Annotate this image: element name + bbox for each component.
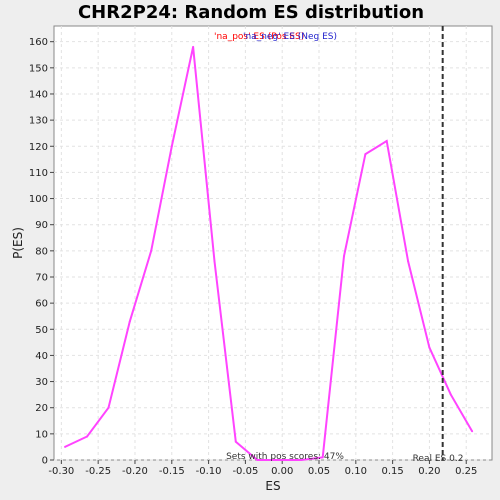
y-tick-label: 120 bbox=[29, 142, 48, 153]
y-tick-label: 110 bbox=[29, 168, 48, 179]
grid bbox=[54, 26, 492, 461]
y-tick-label: 160 bbox=[29, 37, 48, 48]
y-tick-label: 130 bbox=[29, 116, 48, 127]
x-axis-label: ES bbox=[265, 479, 280, 493]
data-point bbox=[343, 255, 346, 258]
data-point bbox=[86, 435, 89, 438]
x-tick-label: -0.05 bbox=[232, 466, 258, 477]
y-axis-label: P(ES) bbox=[11, 227, 25, 259]
y-tick-label: 70 bbox=[35, 272, 48, 283]
x-tick-label: 0.15 bbox=[381, 466, 403, 477]
data-point bbox=[107, 406, 110, 409]
x-tick-label: -0.10 bbox=[196, 466, 222, 477]
legend-neg-entry: 'na_neg' ES (Neg ES) bbox=[243, 32, 337, 42]
data-point bbox=[256, 459, 259, 461]
y-tick-label: 20 bbox=[35, 403, 48, 414]
x-tick-label: -0.15 bbox=[159, 466, 185, 477]
footnote-text: Sets with pos scores: 47% bbox=[226, 452, 344, 462]
data-point bbox=[64, 445, 67, 448]
data-point bbox=[428, 346, 431, 349]
data-point bbox=[407, 260, 410, 263]
y-tick-label: 40 bbox=[35, 351, 48, 362]
y-tick-label: 80 bbox=[35, 246, 48, 257]
axes: 0 10 20 30 40 50 60 70 80 90 100 110 120 130 140 150 160… bbox=[29, 37, 477, 477]
y-tick-label: 30 bbox=[35, 377, 48, 388]
y-tick-label: 50 bbox=[35, 325, 48, 336]
data-point bbox=[192, 45, 195, 48]
y-tick-label: 100 bbox=[29, 194, 48, 205]
y-tick-label: 10 bbox=[35, 429, 48, 440]
data-point bbox=[234, 440, 237, 443]
data-point bbox=[300, 459, 303, 461]
plot-area bbox=[53, 25, 493, 461]
x-tick-label: 0.10 bbox=[345, 466, 367, 477]
y-tick-label: 90 bbox=[35, 220, 48, 231]
legend-pos-entry: 'na_pos' ES (Pos ES) bbox=[214, 32, 304, 42]
x-tick-label: 0.20 bbox=[418, 466, 440, 477]
real-es-label: Real ES 0.2 bbox=[413, 454, 464, 464]
chart-title: CHR2P24: Random ES distribution bbox=[78, 2, 424, 23]
data-point bbox=[150, 249, 153, 252]
data-point bbox=[471, 430, 474, 433]
data-point bbox=[213, 260, 216, 263]
x-tick-label: -0.25 bbox=[85, 466, 111, 477]
data-point bbox=[281, 459, 284, 461]
data-point bbox=[128, 320, 131, 323]
y-tick-label: 0 bbox=[42, 456, 48, 467]
x-tick-label: -0.30 bbox=[48, 466, 74, 477]
data-point bbox=[170, 145, 173, 148]
x-tick-label: 0.25 bbox=[455, 466, 477, 477]
x-tick-label: -0.20 bbox=[122, 466, 148, 477]
data-point bbox=[364, 153, 367, 156]
x-tick-label: 0.05 bbox=[308, 466, 330, 477]
y-tick-label: 60 bbox=[35, 299, 48, 310]
y-tick-label: 150 bbox=[29, 63, 48, 74]
data-point bbox=[385, 140, 388, 143]
data-point bbox=[321, 456, 324, 459]
series-layer bbox=[64, 45, 474, 461]
series-line bbox=[64, 46, 473, 461]
x-tick-label: 0.00 bbox=[271, 466, 293, 477]
data-point bbox=[449, 393, 452, 396]
y-tick-label: 140 bbox=[29, 89, 48, 100]
